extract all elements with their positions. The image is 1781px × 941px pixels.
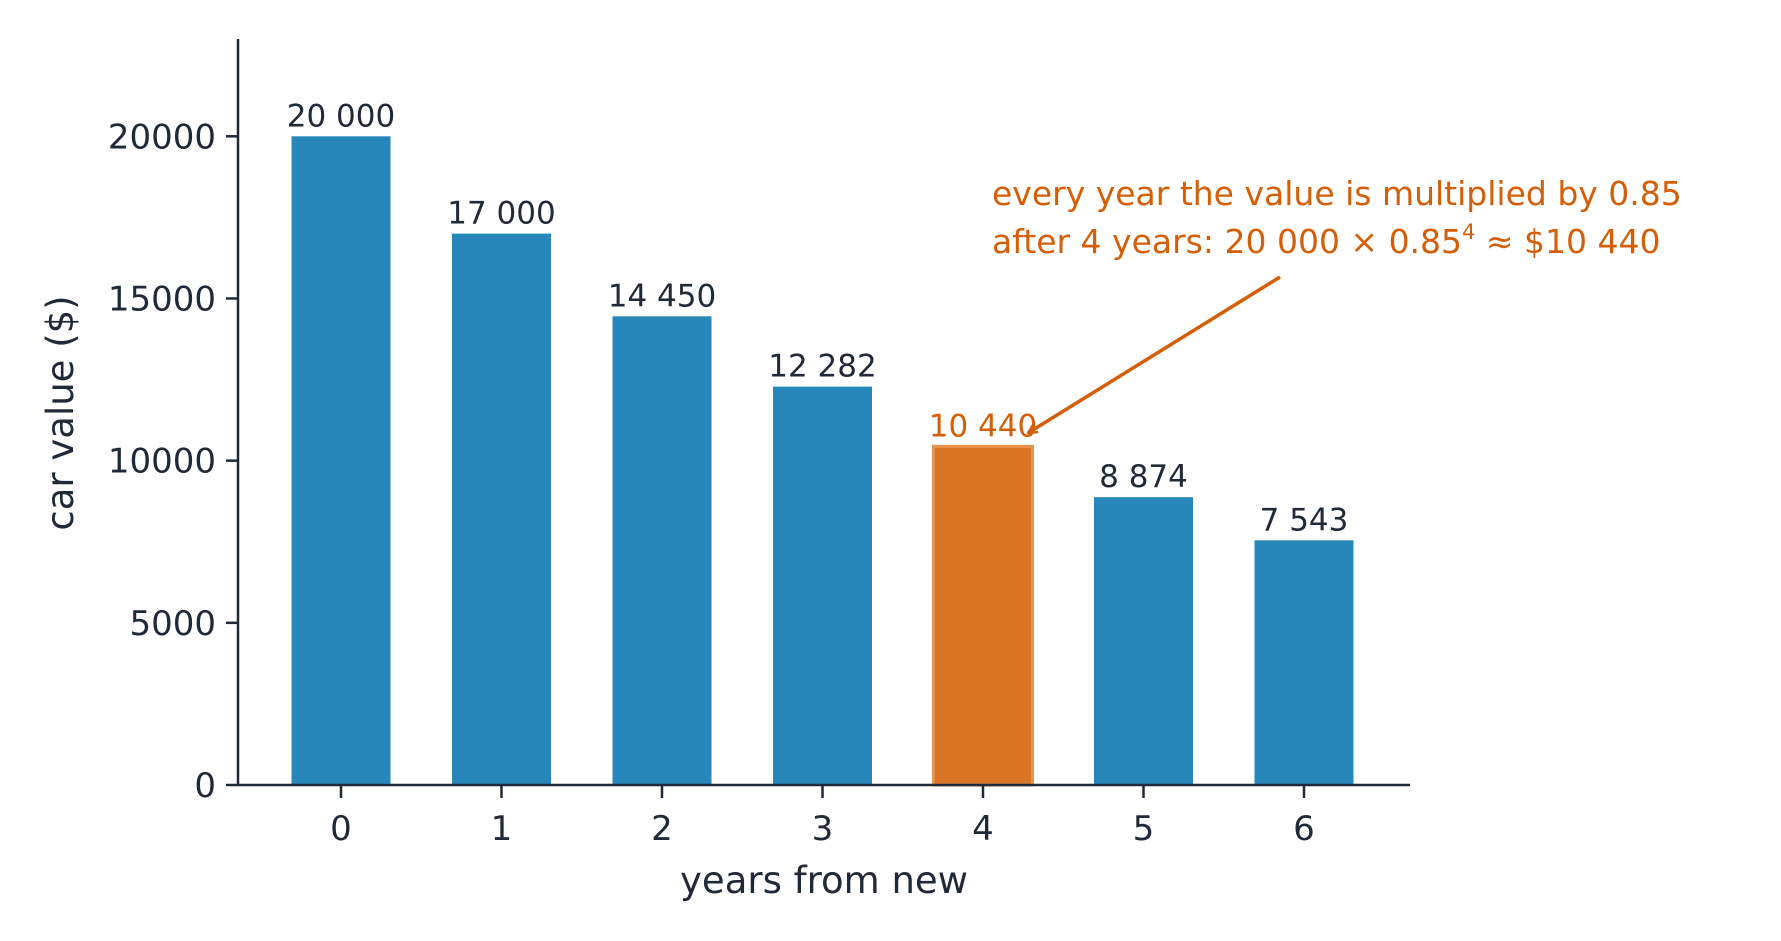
x-ticks: 0 1 2 3 4 5 6 <box>330 785 1315 849</box>
y-tick-label-10000: 10000 <box>108 442 216 482</box>
value-label-year-2: 14 450 <box>608 278 716 314</box>
y-tick-label-0: 0 <box>194 766 216 806</box>
y-tick-label-20000: 20000 <box>108 117 216 157</box>
x-tick-label-5: 5 <box>1133 809 1155 849</box>
bars-layer <box>291 136 1354 787</box>
x-tick-label-2: 2 <box>651 809 673 849</box>
value-label-year-5: 8 874 <box>1099 459 1188 495</box>
x-tick-label-6: 6 <box>1293 809 1315 849</box>
annotation-line-1: every year the value is multiplied by 0.… <box>992 174 1682 213</box>
x-axis-title: years from new <box>680 859 968 902</box>
bar-year-2 <box>612 316 712 785</box>
value-label-year-6: 7 543 <box>1260 502 1349 538</box>
y-ticks: 0 5000 10000 15000 20000 <box>108 117 238 806</box>
axes-layer: 0 5000 10000 15000 20000 0 1 2 3 4 5 6 <box>108 39 1410 849</box>
y-tick-label-15000: 15000 <box>108 279 216 319</box>
annotation-arrow <box>1028 275 1281 435</box>
annotation-line-2: after 4 years: 20 000 × 0.854 ≈ $10 440 <box>992 220 1661 261</box>
bar-year-6 <box>1254 540 1354 785</box>
annotation-line-2-prefix: after 4 years: 20 000 × 0.85 <box>992 222 1462 261</box>
bar-year-5 <box>1094 497 1193 785</box>
y-tick-label-5000: 5000 <box>129 604 216 644</box>
x-tick-label-1: 1 <box>491 809 513 849</box>
annotation: every year the value is multiplied by 0.… <box>992 174 1682 435</box>
x-tick-label-0: 0 <box>330 809 352 849</box>
bar-year-4 <box>932 444 1034 787</box>
annotation-line-2-suffix: ≈ $10 440 <box>1475 222 1660 261</box>
annotation-exponent: 4 <box>1462 220 1475 244</box>
value-label-year-0: 20 000 <box>287 98 395 134</box>
bar-year-1 <box>452 233 551 785</box>
value-label-year-3: 12 282 <box>768 349 876 385</box>
x-tick-label-3: 3 <box>812 809 834 849</box>
bar-year-3 <box>773 386 872 785</box>
y-axis-title: car value ($) <box>39 295 82 530</box>
value-label-year-4: 10 440 <box>929 408 1037 444</box>
bar-year-0 <box>291 136 391 786</box>
value-labels-layer: 20 000 17 000 14 450 12 282 10 440 8 874 7 543 <box>287 98 1349 538</box>
value-label-year-1: 17 000 <box>447 196 555 232</box>
x-tick-label-4: 4 <box>972 809 994 849</box>
